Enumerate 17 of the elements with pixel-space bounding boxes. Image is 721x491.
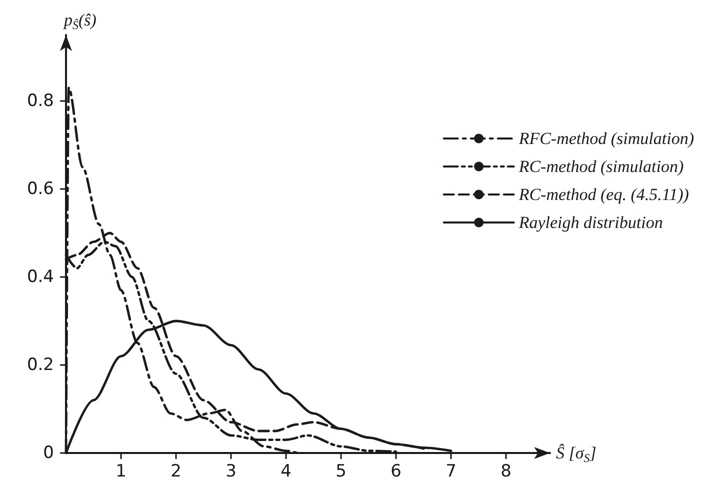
x-tick-label: 3 <box>226 462 236 482</box>
y-tick-label: 0.8 <box>26 91 54 111</box>
x-tick-label: 5 <box>336 462 346 482</box>
y-tick-label: 0.2 <box>26 355 54 375</box>
y-tick-label: 0 <box>43 443 54 463</box>
legend-label: RC-method (simulation) <box>518 157 684 176</box>
x-tick-label: 1 <box>116 462 126 482</box>
y-tick-label: 0.4 <box>26 267 54 287</box>
legend-label: RFC-method (simulation) <box>518 129 694 148</box>
legend-label: RC-method (eq. (4.5.11)) <box>518 185 690 204</box>
x-tick-label: 6 <box>390 462 402 482</box>
legend-label: Rayleigh distribution <box>518 213 663 232</box>
x-tick-label: 7 <box>446 462 456 482</box>
y-tick-label: 0.6 <box>26 179 54 199</box>
x-tick-label: 2 <box>170 462 182 482</box>
x-tick-label: 8 <box>500 462 512 482</box>
x-tick-label: 4 <box>280 462 292 482</box>
